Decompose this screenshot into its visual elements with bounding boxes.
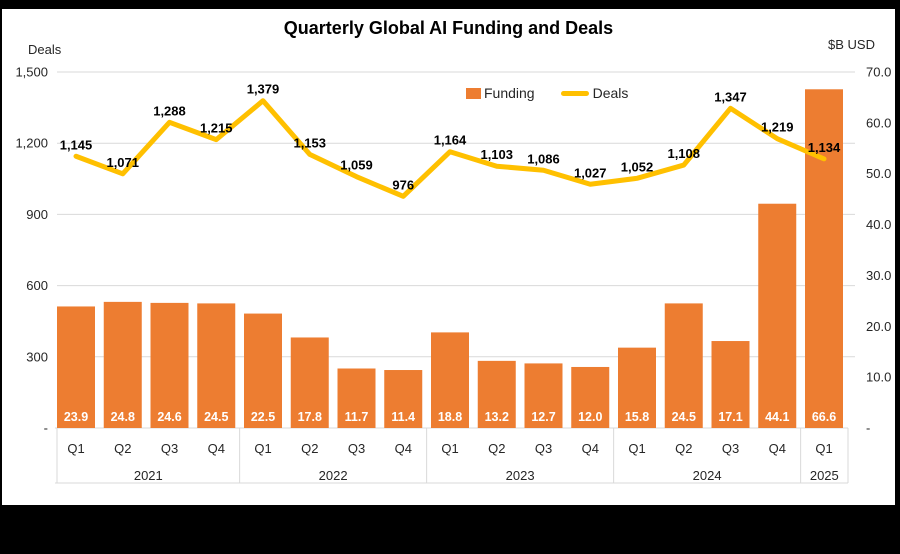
funding-bar — [290, 337, 329, 428]
quarter-label: Q2 — [488, 441, 505, 456]
funding-bar-label: 18.8 — [438, 410, 462, 424]
funding-bar-label: 23.9 — [64, 410, 88, 424]
deals-point-label: 1,103 — [480, 147, 513, 162]
right-axis-tick-label: 20.0 — [866, 319, 891, 334]
deals-point-label: 1,215 — [200, 121, 233, 136]
funding-bar-label: 17.1 — [718, 410, 742, 424]
funding-bar-label: 12.0 — [578, 410, 602, 424]
funding-bar — [150, 302, 189, 428]
quarter-label: Q4 — [208, 441, 225, 456]
right-axis-tick-label: - — [866, 421, 870, 436]
year-label: 2021 — [134, 468, 163, 483]
funding-bar-label: 24.5 — [204, 410, 228, 424]
quarter-label: Q4 — [582, 441, 599, 456]
funding-bar — [244, 313, 282, 428]
deals-point-label: 1,219 — [761, 120, 794, 135]
funding-bar — [337, 368, 376, 428]
right-axis-tick-label: 50.0 — [866, 166, 891, 181]
right-axis-tick-label: 70.0 — [866, 65, 891, 80]
year-label: 2023 — [506, 468, 535, 483]
funding-bar — [197, 303, 236, 428]
deals-point-label: 1,145 — [60, 137, 93, 152]
funding-bar — [103, 301, 142, 428]
quarter-label: Q1 — [628, 441, 645, 456]
funding-bar-label: 11.4 — [391, 410, 415, 424]
funding-bar-label: 24.6 — [157, 410, 181, 424]
quarter-label: Q1 — [67, 441, 84, 456]
funding-legend-swatch-icon — [466, 87, 481, 99]
deals-point-label: 1,027 — [574, 165, 607, 180]
deals-point-label: 1,052 — [621, 159, 654, 174]
year-label: 2025 — [810, 468, 839, 483]
funding-bar-label: 12.7 — [531, 410, 555, 424]
quarter-label: Q1 — [254, 441, 271, 456]
deals-point-label: 976 — [392, 177, 414, 192]
funding-bar-label: 13.2 — [485, 410, 509, 424]
left-axis-unit-label: Deals — [28, 42, 62, 57]
right-axis-tick-label: 10.0 — [866, 370, 891, 385]
chart-title: Quarterly Global AI Funding and Deals — [283, 18, 614, 38]
funding-bar — [431, 332, 469, 428]
left-axis-tick-label: 900 — [26, 207, 48, 222]
deals-point-label: 1,134 — [808, 140, 841, 155]
funding-bar-label: 66.6 — [812, 410, 836, 424]
funding-bar-label: 24.8 — [111, 410, 135, 424]
left-axis-tick-label: 300 — [26, 349, 48, 364]
funding-bar-label: 22.5 — [251, 410, 275, 424]
funding-legend-label: Funding — [484, 85, 535, 101]
funding-bar-label: 44.1 — [765, 410, 789, 424]
quarter-label: Q1 — [815, 441, 832, 456]
chart-legend: Funding Deals — [466, 83, 628, 103]
quarter-label: Q2 — [301, 441, 318, 456]
right-axis-unit-label: $B USD — [828, 37, 875, 52]
right-axis-tick-label: 60.0 — [866, 115, 891, 130]
deals-legend-label: Deals — [592, 85, 629, 101]
funding-bar — [618, 347, 656, 428]
quarter-label: Q3 — [161, 441, 178, 456]
left-axis-tick-label: 1,200 — [15, 136, 48, 151]
deals-point-label: 1,347 — [714, 89, 747, 104]
quarter-label: Q4 — [769, 441, 786, 456]
funding-bar — [805, 89, 843, 428]
quarter-label: Q2 — [114, 441, 131, 456]
funding-bar — [57, 306, 95, 428]
left-axis-tick-label: 1,500 — [15, 65, 48, 80]
quarter-label: Q2 — [675, 441, 692, 456]
right-axis-tick-label: 40.0 — [866, 217, 891, 232]
funding-bar — [711, 341, 750, 428]
funding-bar — [524, 363, 563, 428]
funding-bar — [758, 203, 797, 428]
left-axis-tick-label: - — [44, 421, 48, 436]
deals-point-label: 1,379 — [247, 82, 280, 97]
funding-bar-label: 24.5 — [672, 410, 696, 424]
deals-point-label: 1,086 — [527, 151, 560, 166]
funding-bar-label: 15.8 — [625, 410, 649, 424]
deals-point-label: 1,108 — [667, 146, 700, 161]
left-axis-tick-label: 600 — [26, 278, 48, 293]
funding-bar — [571, 366, 610, 428]
funding-bar — [477, 360, 516, 428]
deals-point-label: 1,153 — [293, 135, 326, 150]
deals-point-label: 1,288 — [153, 103, 186, 118]
right-axis-tick-label: 30.0 — [866, 268, 891, 283]
deals-legend-swatch-icon — [560, 90, 589, 96]
quarter-label: Q3 — [348, 441, 365, 456]
quarter-label: Q1 — [441, 441, 458, 456]
funding-bar-label: 17.8 — [298, 410, 322, 424]
deals-point-label: 1,071 — [106, 155, 139, 170]
funding-bar — [664, 303, 703, 428]
deals-line — [73, 98, 827, 199]
deals-point-label: 1,164 — [434, 133, 467, 148]
funding-bar-label: 11.7 — [345, 410, 369, 424]
funding-bar — [384, 370, 423, 428]
year-label: 2024 — [693, 468, 722, 483]
quarter-label: Q3 — [722, 441, 739, 456]
quarter-label: Q3 — [535, 441, 552, 456]
year-label: 2022 — [319, 468, 348, 483]
deals-point-label: 1,059 — [340, 158, 373, 173]
quarter-label: Q4 — [395, 441, 412, 456]
